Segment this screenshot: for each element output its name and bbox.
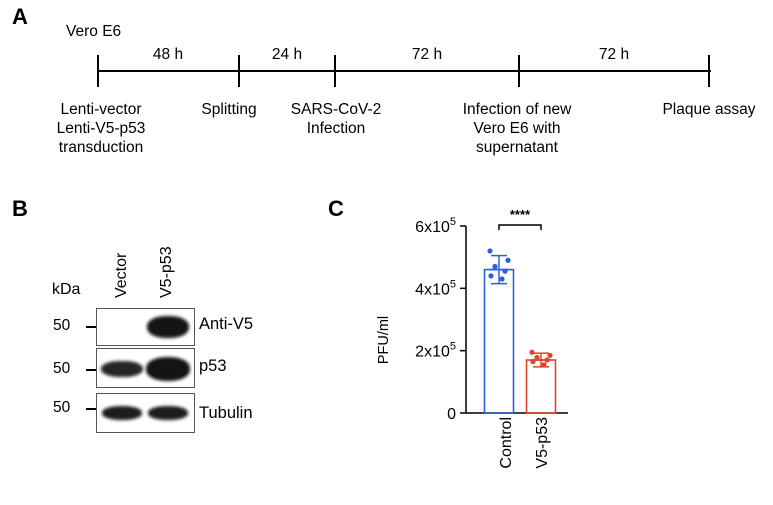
- blot-anti-v5: [96, 308, 195, 346]
- panel-b-letter: B: [12, 196, 28, 221]
- band: [102, 406, 142, 420]
- marker-label: 50: [53, 360, 71, 377]
- antibody-label: Tubulin: [199, 404, 253, 422]
- timeline-axis: [97, 70, 711, 72]
- data-point: [488, 273, 494, 279]
- data-point: [529, 349, 535, 355]
- interval-label: 72 h: [598, 46, 630, 63]
- y-ticks: 0 2x105 4x105 6x105: [415, 216, 466, 423]
- bar-control: [483, 268, 515, 414]
- y-tick-label: 2x105: [415, 341, 456, 361]
- data-points: [487, 248, 553, 368]
- data-point: [534, 354, 540, 361]
- significance-bracket: ****: [498, 207, 542, 230]
- panel-c-letter: C: [328, 196, 344, 221]
- timeline-tick: [518, 55, 520, 87]
- bracket-line: [498, 224, 542, 230]
- bar-v5-p53: [525, 359, 557, 414]
- step-label-plaque-assay: Plaque assay: [662, 101, 756, 118]
- data-point: [505, 257, 511, 263]
- step-label-splitting: Splitting: [201, 101, 257, 118]
- step-label-infection: SARS-CoV-2 Infection: [290, 101, 382, 137]
- y-tick-label: 6x105: [415, 216, 456, 236]
- timeline-tick: [334, 55, 336, 87]
- timeline-tick: [238, 55, 240, 87]
- data-point: [541, 362, 547, 368]
- significance-stars: ****: [510, 207, 531, 222]
- interval-label: 48 h: [152, 46, 184, 63]
- data-point: [499, 276, 505, 282]
- error-bars: [489, 254, 551, 368]
- data-point: [547, 352, 553, 358]
- marker-tick: [86, 408, 96, 410]
- data-point: [487, 248, 493, 254]
- x-tick-label-v5-p53: V5-p53: [534, 417, 551, 469]
- marker-label: 50: [53, 317, 71, 334]
- band: [146, 357, 190, 381]
- marker-label: 50: [53, 399, 71, 416]
- band: [101, 361, 143, 377]
- band: [147, 316, 189, 338]
- bars: [483, 268, 557, 414]
- kda-label: kDa: [52, 281, 81, 298]
- interval-label: 24 h: [271, 46, 303, 63]
- step-label-transduction: Lenti-vector Lenti-V5-p53 transduction: [56, 101, 146, 156]
- blot-p53: [96, 348, 195, 388]
- panel-a-letter: A: [12, 4, 28, 29]
- antibody-label: Anti-V5: [199, 315, 254, 333]
- blot-tubulin: [96, 393, 195, 433]
- timeline-tick: [97, 55, 99, 87]
- step-label-reinfection: Infection of new Vero E6 with supernatan…: [462, 101, 572, 156]
- data-point: [492, 263, 498, 270]
- y-tick-label: 0: [447, 406, 456, 423]
- x-tick-label-control: Control: [498, 417, 515, 469]
- interval-label: 72 h: [411, 46, 443, 63]
- timeline-tick: [708, 55, 710, 87]
- chart-axes: [465, 226, 568, 414]
- marker-tick: [86, 326, 96, 328]
- y-tick-label: 4x105: [415, 278, 456, 298]
- y-axis-label: PFU/ml: [376, 316, 392, 364]
- marker-tick: [86, 369, 96, 371]
- cell-line-label: Vero E6: [66, 23, 122, 40]
- band: [148, 406, 188, 420]
- antibody-label: p53: [199, 357, 227, 375]
